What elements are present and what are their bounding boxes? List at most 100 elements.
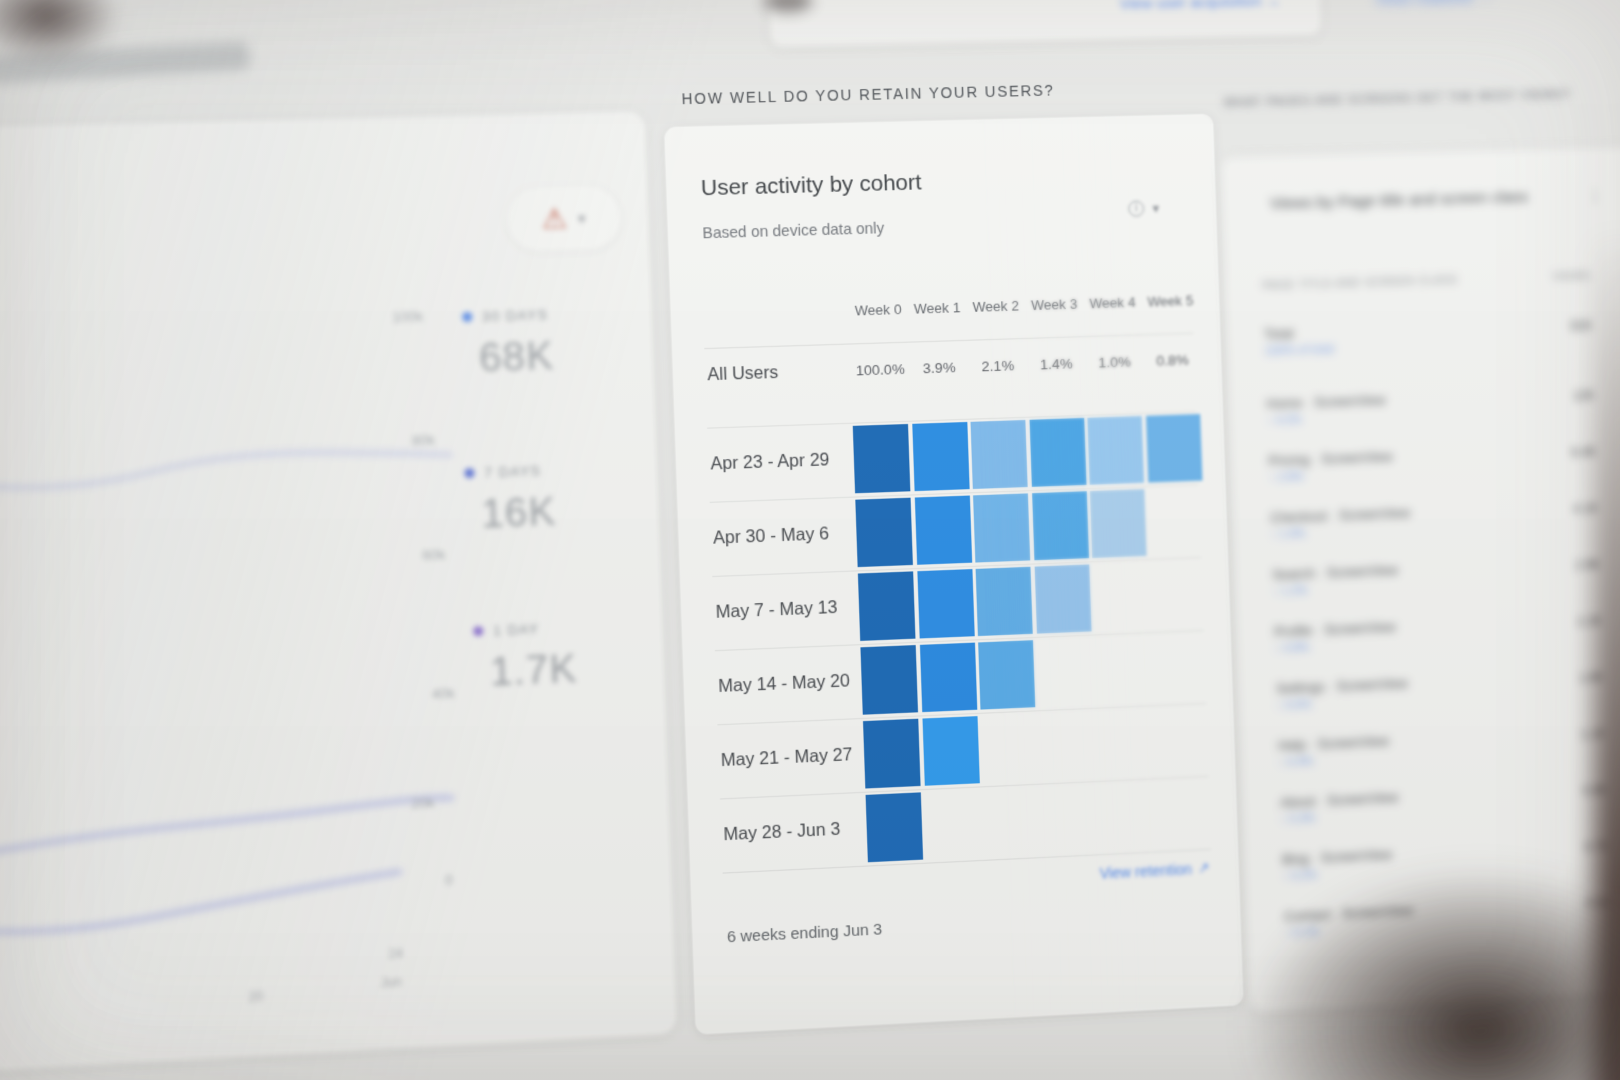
x-axis-tick-label: 20: [248, 988, 264, 1005]
metric-value: 16K: [480, 489, 557, 537]
total-row: Total 100% of total 31K: [1264, 316, 1593, 358]
cohort-cell[interactable]: [975, 566, 1033, 637]
legend-item: 1 DAY 1.7K: [473, 618, 617, 696]
total-value: 31K: [1569, 318, 1593, 334]
retention-section-header: HOW WELL DO YOU RETAIN YOUR USERS?: [681, 81, 1055, 108]
y-axis-tick-label: 20k: [411, 794, 435, 812]
cohort-cell[interactable]: [914, 495, 972, 565]
user-trend-card: ⚠ ▾ 100k 80k 60k 40k 20k 0 20 24 Jun 30 DAYS 68K…: [0, 110, 679, 1078]
trend-lines-chart: [0, 111, 679, 1078]
dimension-column-header: PAGE TITLE AND SCREEN CLASS: [1262, 273, 1459, 293]
all-users-percent: 0.8%: [1156, 351, 1189, 369]
cohort-cell[interactable]: [1034, 564, 1092, 634]
week-header-label: Week 3: [1030, 295, 1078, 314]
cohort-row-cells: [865, 792, 924, 863]
data-quality-button[interactable]: ⚠ ▾: [503, 183, 624, 254]
trend-line: [0, 872, 400, 941]
table-header: PAGE TITLE AND SCREEN CLASS VIEWS: [1262, 270, 1591, 292]
cohort-cell[interactable]: [1029, 417, 1086, 487]
cohort-cell[interactable]: [919, 642, 977, 713]
cohort-cell[interactable]: [857, 571, 916, 641]
cohort-cell[interactable]: [1089, 489, 1147, 559]
all-users-percent: 100.0%: [855, 361, 905, 379]
cohort-grid: Apr 23 - Apr 29 Apr 30 - May 6 May 7 - May…: [675, 410, 1240, 874]
trend-line: [0, 447, 450, 498]
y-axis-tick-label: 60k: [422, 546, 446, 564]
metric-value: 68K: [478, 333, 555, 381]
x-axis-tick-label: 24: [388, 945, 404, 962]
cohort-cell[interactable]: [863, 718, 921, 789]
link-label: View user acquisition: [1119, 0, 1262, 14]
info-icon: i: [1128, 200, 1145, 217]
cohort-card: User activity by cohort Based on device …: [663, 112, 1245, 1036]
all-users-label: All Users: [707, 362, 779, 385]
card-title: Views by Page title and screen class: [1269, 188, 1529, 213]
cohort-footer: 6 weeks ending Jun 3: [726, 920, 883, 947]
week-header-label: Week 0: [854, 301, 902, 319]
monitor-bezel-corner: [1245, 865, 1620, 1080]
legend-item: 7 DAYS 16K: [464, 460, 608, 538]
cohort-row-cells: [855, 489, 1147, 568]
cohort-cell[interactable]: [852, 423, 911, 494]
divider: [704, 332, 1194, 350]
arrow-right-icon: →: [1265, 0, 1281, 11]
week-header-label: Week 5: [1147, 292, 1194, 310]
cohort-cell[interactable]: [1031, 491, 1089, 561]
all-users-percent: 1.0%: [1098, 353, 1131, 371]
monitor-bezel-corner: [0, 0, 120, 63]
cohort-cell[interactable]: [973, 493, 1031, 563]
monitor-bezel-notch: [764, 0, 812, 12]
external-arrow-icon: ↗: [1197, 859, 1210, 876]
y-axis-tick-label: 0: [444, 871, 454, 889]
x-axis-tick-label: Jun: [380, 974, 403, 991]
arrow-right-icon: →: [1478, 0, 1494, 6]
legend-label: 30 DAYS: [481, 306, 549, 325]
cohort-cell[interactable]: [865, 792, 924, 863]
overflow-menu-icon[interactable]: ⋮: [1586, 188, 1604, 207]
cohort-cell[interactable]: [911, 421, 970, 492]
legend-dot-icon: [473, 626, 484, 637]
legend-label: 1 DAY: [492, 620, 540, 639]
y-axis-tick-label: 40k: [431, 684, 456, 703]
all-users-percent: 3.9%: [922, 359, 956, 377]
card-subtitle: Based on device data only: [702, 220, 885, 243]
cohort-cell[interactable]: [921, 716, 980, 786]
cohort-cell[interactable]: [1145, 414, 1202, 483]
trend-line: [0, 797, 452, 861]
legend-item-head: 7 DAYS: [464, 460, 606, 481]
cohort-row-label: Apr 30 - May 6: [712, 524, 830, 548]
cohort-row-label: May 14 - May 20: [717, 671, 851, 697]
cohort-row-label: May 7 - May 13: [715, 597, 838, 623]
cohort-cell[interactable]: [978, 640, 1036, 710]
view-realtime-link[interactable]: View realtime →: [1375, 0, 1493, 8]
y-axis-tick-label: 100k: [391, 308, 424, 326]
week-header-label: Week 1: [913, 299, 961, 317]
chevron-down-icon: ▾: [577, 209, 586, 227]
cohort-cell[interactable]: [860, 645, 919, 715]
week-header-label: Week 2: [972, 297, 1020, 316]
cohort-row-cells: [852, 414, 1202, 494]
metric-column-header: VIEWS: [1551, 269, 1591, 284]
acquisition-card-bottom: View user acquisition →: [765, 0, 1323, 48]
list-item-value: 6.4K: [1571, 444, 1597, 460]
cohort-row-cells: [860, 640, 1036, 715]
cohort-cell[interactable]: [1087, 415, 1145, 485]
week-header-label: Week 4: [1089, 294, 1136, 312]
view-retention-link[interactable]: View retention ↗: [1099, 859, 1210, 881]
cohort-cell[interactable]: [916, 569, 975, 639]
view-user-acquisition-link[interactable]: View user acquisition →: [1120, 0, 1281, 13]
card-title: User activity by cohort: [700, 170, 922, 201]
chevron-down-icon: ▾: [1152, 200, 1160, 217]
y-axis-tick-label: 80k: [411, 431, 436, 449]
legend-item: 30 DAYS 68K: [462, 305, 606, 382]
cohort-cell[interactable]: [970, 419, 1028, 490]
cohort-row-cells: [857, 564, 1092, 641]
cohort-cell[interactable]: [855, 497, 913, 568]
list-item-value: 12K: [1572, 387, 1595, 404]
warning-triangle-icon: ⚠: [541, 202, 568, 236]
link-label: View retention: [1099, 860, 1193, 882]
all-users-percent: 1.4%: [1039, 355, 1073, 373]
card-info-button[interactable]: i ▾: [1128, 200, 1160, 217]
cohort-row-label: Apr 23 - Apr 29: [710, 450, 830, 474]
